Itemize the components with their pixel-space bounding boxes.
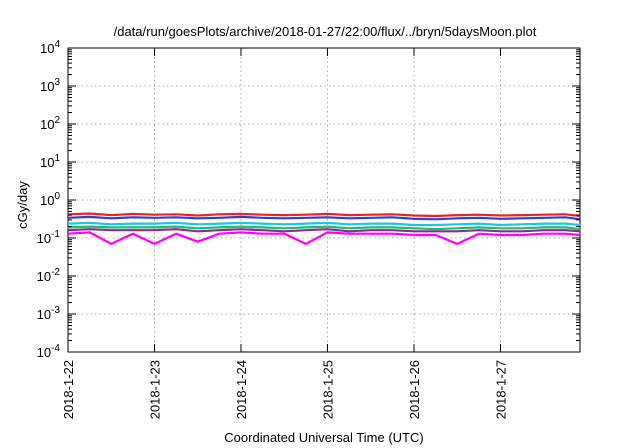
x-axis: 2018-1-22 2018-1-23 2018-1-24 2018-1-25 2018… — [61, 48, 509, 419]
y-axis-label: cGy/day — [15, 181, 30, 229]
y-tick-label: 10-1 — [37, 229, 61, 246]
y-tick-label: 10-3 — [37, 305, 61, 322]
y-tick-label: 103 — [40, 77, 60, 94]
x-tick-label: 2018-1-27 — [494, 360, 509, 419]
y-tick-label: 10-2 — [37, 267, 61, 284]
series-line-6 — [67, 231, 581, 245]
y-tick-label: 100 — [40, 191, 60, 208]
x-tick-label: 2018-1-22 — [61, 360, 76, 419]
series-layer — [67, 212, 581, 245]
x-tick-label: 2018-1-26 — [407, 360, 422, 419]
y-tick-label: 10-4 — [37, 343, 61, 360]
x-tick-label: 2018-1-23 — [148, 360, 163, 419]
y-tick-label: 101 — [40, 153, 60, 170]
chart-title: /data/run/goesPlots/archive/2018-01-27/2… — [114, 24, 537, 39]
y-tick-label: 104 — [40, 39, 60, 56]
series-line-2 — [67, 215, 581, 221]
grid — [68, 48, 580, 352]
series-line-5 — [67, 228, 581, 233]
series-line-3 — [67, 221, 581, 227]
x-tick-label: 2018-1-25 — [321, 360, 336, 419]
x-tick-label: 2018-1-24 — [234, 360, 249, 419]
series-line-4 — [67, 225, 581, 231]
y-tick-label: 102 — [40, 115, 60, 132]
series-line-1 — [67, 212, 581, 218]
x-axis-label: Coordinated Universal Time (UTC) — [224, 430, 423, 445]
y-axis: 10-4 10-3 10-2 10-1 100 101 102 103 104 — [37, 39, 580, 360]
